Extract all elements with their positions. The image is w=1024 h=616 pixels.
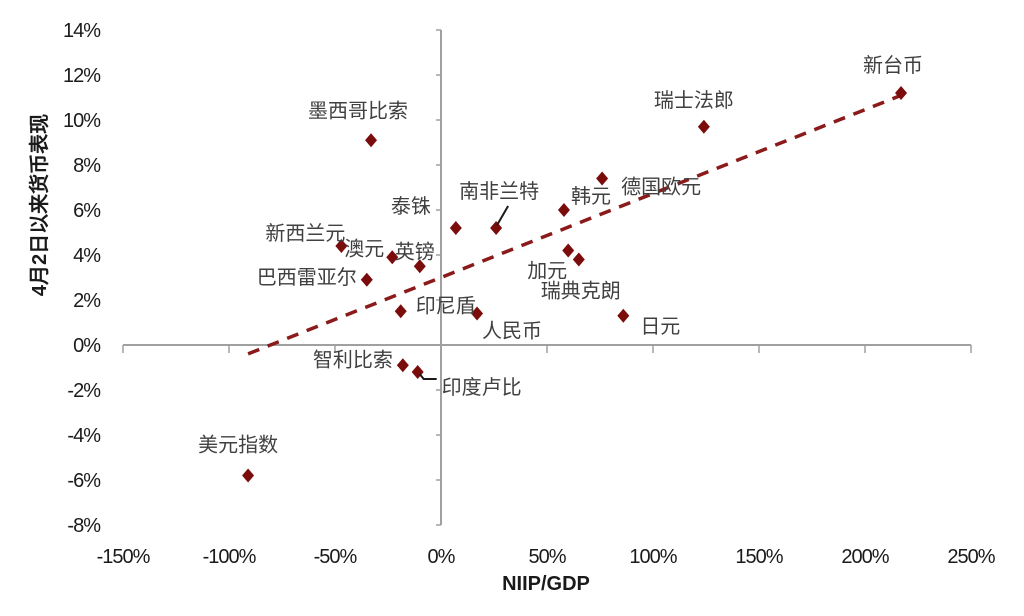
y-tick-label: 0%: [73, 335, 101, 357]
data-label: 韩元: [571, 184, 611, 208]
y-axis-title: 4月2日以来货币表现: [27, 114, 51, 296]
data-point: [557, 203, 570, 217]
data-point: [562, 243, 575, 258]
data-point: [360, 272, 373, 287]
data-point: [572, 252, 585, 267]
data-point: [471, 306, 484, 321]
y-tick-label: -4%: [67, 425, 101, 447]
leader-line: [418, 373, 437, 380]
data-label: 南非兰特: [459, 179, 539, 203]
data-label: 澳元: [344, 236, 384, 260]
data-point: [394, 304, 407, 319]
data-label: 人民币: [482, 319, 542, 343]
data-point: [596, 171, 609, 186]
data-point: [365, 133, 378, 148]
x-tick-label: -150%: [97, 546, 151, 568]
data-point: [490, 221, 503, 235]
data-label: 墨西哥比索: [308, 98, 408, 122]
data-label: 瑞士法郎: [654, 88, 734, 112]
x-tick-label: -50%: [314, 546, 358, 568]
y-tick-label: 14%: [63, 20, 101, 42]
y-tick-label: -2%: [67, 380, 101, 402]
data-point: [335, 239, 348, 253]
data-label: 德国欧元: [621, 175, 701, 199]
trendline: [247, 93, 902, 356]
data-point: [895, 86, 908, 100]
data-point: [396, 358, 409, 373]
y-tick-label: 6%: [73, 200, 101, 222]
data-label: 智利比索: [313, 347, 393, 371]
data-label: 印尼盾: [416, 293, 476, 317]
y-tick-label: 10%: [63, 110, 101, 132]
x-tick-label: 0%: [428, 546, 456, 568]
data-label: 泰铢: [391, 194, 431, 218]
y-tick-label: -6%: [67, 470, 101, 492]
x-tick-label: 100%: [629, 546, 677, 568]
y-tick-label: 8%: [73, 155, 101, 177]
y-tick-label: -8%: [67, 515, 101, 537]
y-tick-label: 4%: [73, 245, 101, 267]
data-point: [413, 259, 426, 274]
y-tick-label: 2%: [73, 290, 101, 312]
data-point: [449, 221, 462, 235]
data-point: [386, 250, 399, 265]
data-label: 日元: [640, 314, 680, 338]
data-label: 瑞典克朗: [541, 279, 621, 303]
leader-line: [496, 205, 509, 226]
data-point: [242, 468, 255, 483]
data-label: 新西兰元: [265, 221, 345, 245]
data-label: 英镑: [395, 239, 435, 263]
data-label: 印度卢比: [442, 375, 522, 399]
data-label: 加元: [527, 259, 567, 283]
x-tick-label: 50%: [528, 546, 566, 568]
x-tick-label: -100%: [203, 546, 257, 568]
data-label: 巴西雷亚尔: [257, 265, 357, 289]
data-point: [697, 119, 710, 134]
x-tick-label: 250%: [947, 546, 995, 568]
x-tick-label: 200%: [841, 546, 889, 568]
data-label: 新台币: [863, 53, 923, 77]
x-tick-label: 150%: [735, 546, 783, 568]
y-tick-label: 12%: [63, 65, 101, 87]
x-axis-title: NIIP/GDP: [502, 573, 590, 595]
data-label: 美元指数: [198, 433, 278, 457]
data-point: [617, 308, 630, 323]
